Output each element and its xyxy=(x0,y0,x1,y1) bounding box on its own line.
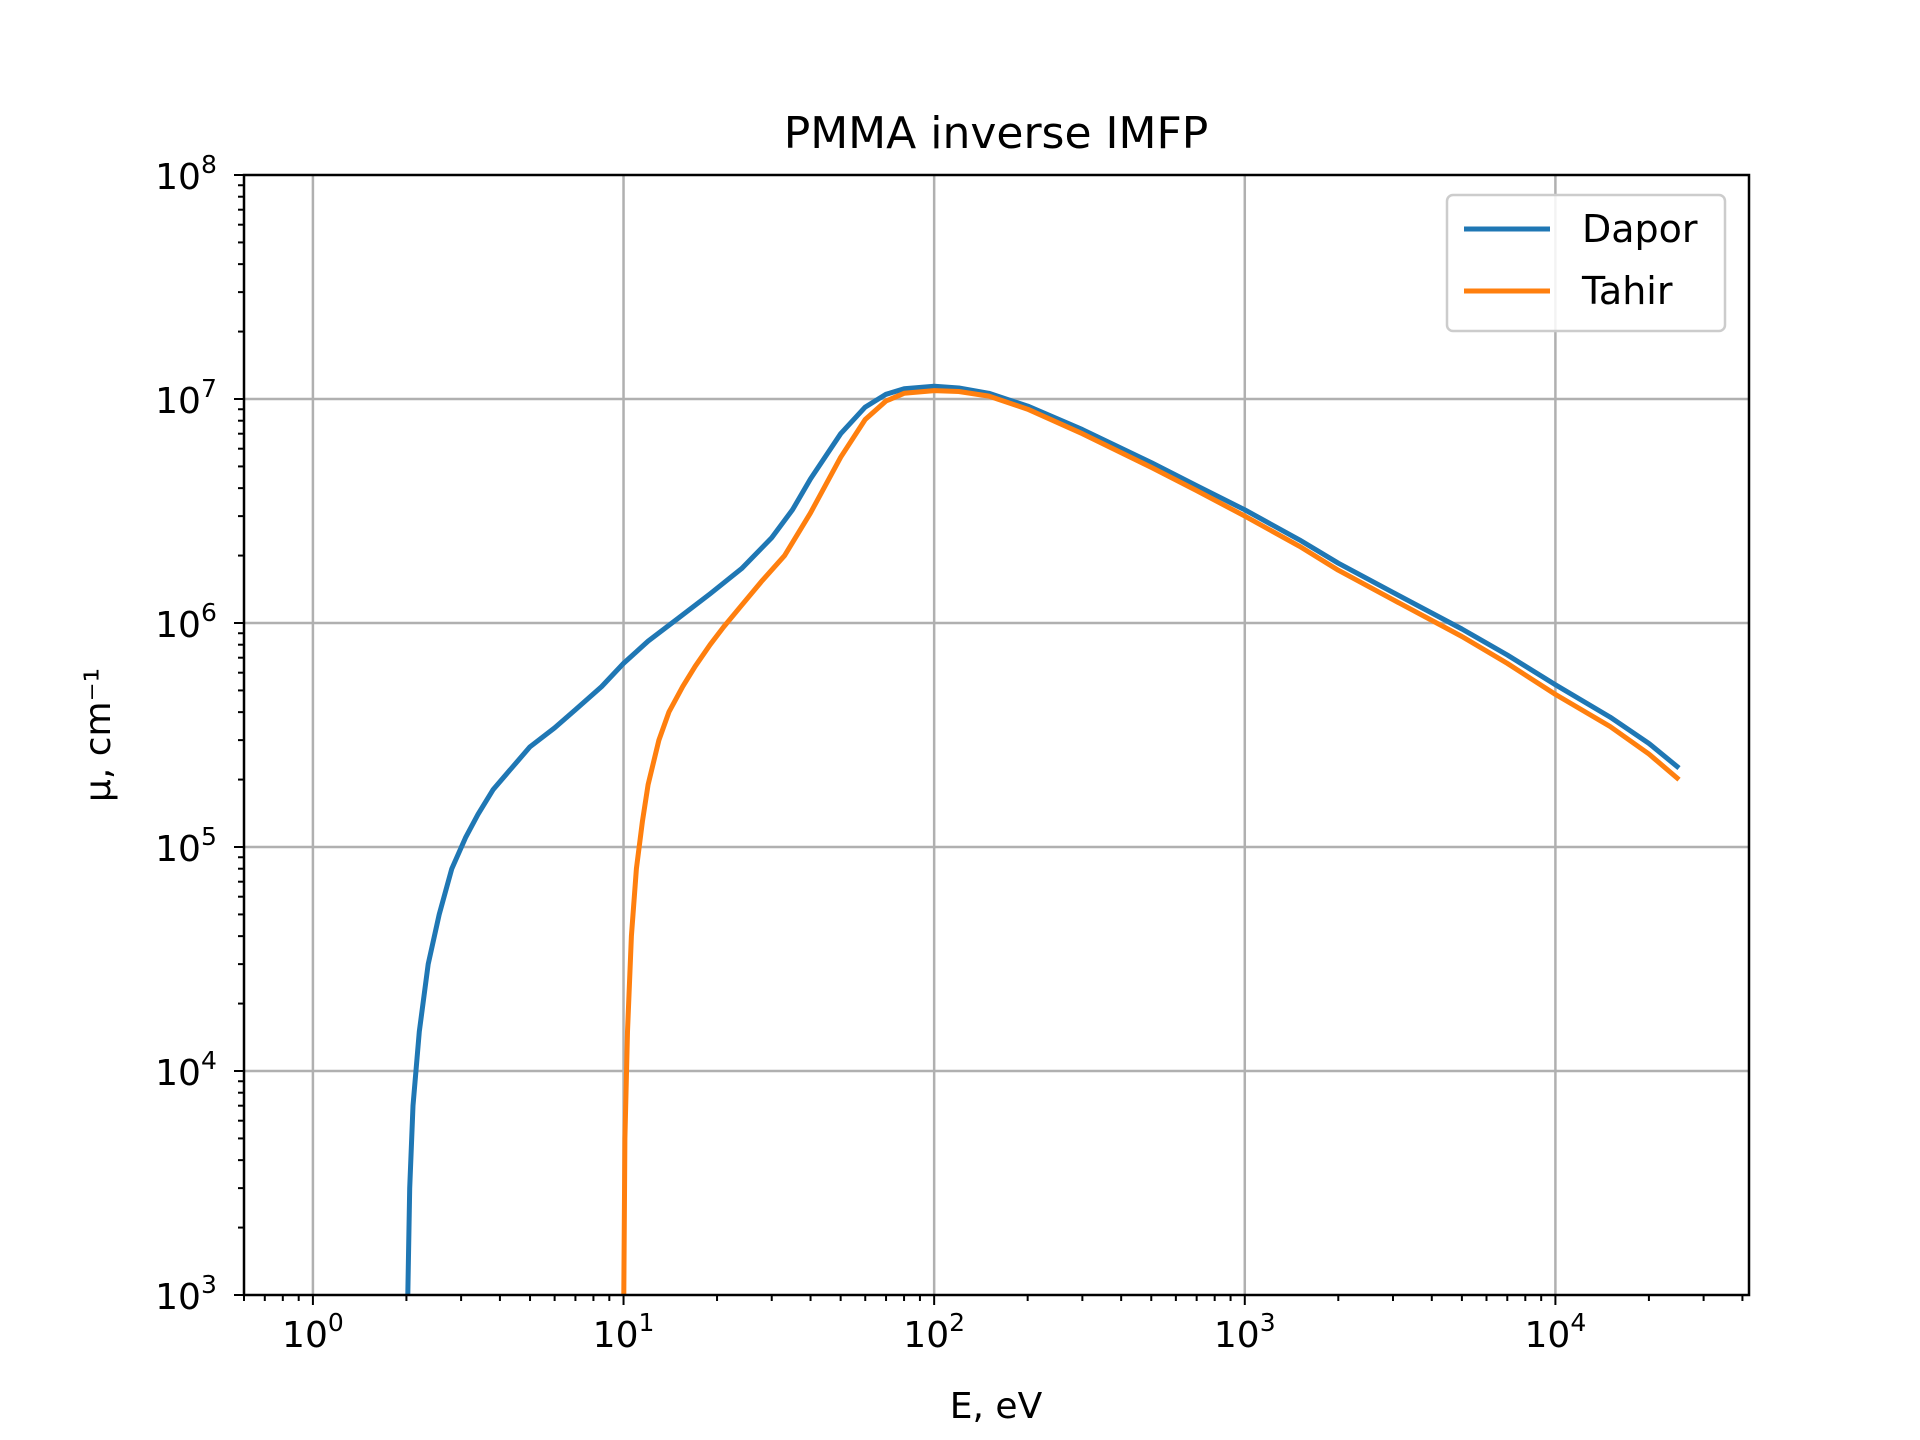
y-tick-labels: 103 104 105 106 107 108 xyxy=(155,150,217,1318)
legend: Dapor Tahir xyxy=(1445,193,1727,333)
y-tick-label: 106 xyxy=(155,598,217,646)
x-tick-label: 104 xyxy=(1525,1308,1587,1356)
series-line-tahir xyxy=(621,388,1681,1296)
y-tick-label: 107 xyxy=(155,374,217,422)
x-tick-label: 102 xyxy=(903,1308,965,1356)
legend-label-dapor: Dapor xyxy=(1582,207,1698,251)
x-tick-label: 100 xyxy=(282,1308,344,1356)
x-tick-label: 101 xyxy=(593,1308,655,1356)
x-tick-labels: 100 101 102 103 104 xyxy=(282,1308,1586,1356)
plot-frame xyxy=(242,173,1751,1297)
y-tick-label: 103 xyxy=(155,1270,217,1318)
x-axis-label: E, eV xyxy=(950,1386,1043,1427)
chart-title: PMMA inverse IMFP xyxy=(784,108,1209,159)
grid xyxy=(244,175,1749,1295)
series-layer xyxy=(405,383,1681,1296)
series-line-dapor xyxy=(405,383,1681,1296)
x-tick-label: 103 xyxy=(1214,1308,1276,1356)
legend-label-tahir: Tahir xyxy=(1581,269,1673,313)
y-tick-label: 105 xyxy=(155,822,217,870)
y-axis-label: μ, cm⁻¹ xyxy=(78,668,119,802)
y-tick-label: 108 xyxy=(155,150,217,198)
y-tick-label: 104 xyxy=(155,1046,217,1094)
